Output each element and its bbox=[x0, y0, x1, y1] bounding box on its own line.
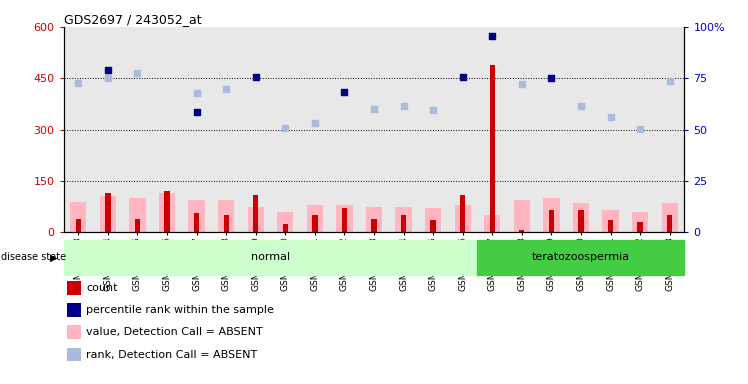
Text: normal: normal bbox=[251, 252, 290, 262]
Text: ▶: ▶ bbox=[50, 252, 58, 262]
Point bbox=[73, 79, 85, 86]
Bar bbox=[667, 215, 672, 232]
Bar bbox=[401, 215, 406, 232]
Point bbox=[427, 107, 439, 113]
Bar bbox=[578, 210, 583, 232]
Point bbox=[279, 125, 291, 131]
Point bbox=[132, 70, 144, 76]
Point bbox=[545, 74, 557, 81]
Bar bbox=[490, 65, 495, 232]
Point bbox=[457, 74, 469, 80]
Bar bbox=[549, 210, 554, 232]
Bar bbox=[99, 196, 116, 232]
Bar bbox=[425, 209, 441, 232]
Bar bbox=[300, 27, 330, 232]
Bar bbox=[307, 205, 323, 232]
Bar bbox=[135, 218, 140, 232]
Bar bbox=[278, 212, 293, 232]
Bar bbox=[396, 207, 411, 232]
Bar bbox=[283, 224, 288, 232]
Bar bbox=[625, 27, 654, 232]
Bar bbox=[253, 195, 258, 232]
Bar bbox=[632, 212, 649, 232]
Bar bbox=[337, 205, 352, 232]
Bar bbox=[105, 193, 111, 232]
Bar bbox=[519, 230, 524, 232]
Bar bbox=[94, 27, 123, 232]
Text: value, Detection Call = ABSENT: value, Detection Call = ABSENT bbox=[86, 328, 263, 338]
Text: percentile rank within the sample: percentile rank within the sample bbox=[86, 305, 274, 315]
Point bbox=[663, 78, 675, 84]
Bar bbox=[661, 203, 678, 232]
Bar bbox=[608, 220, 613, 232]
Bar bbox=[64, 27, 94, 232]
Bar bbox=[637, 222, 643, 232]
Bar bbox=[573, 203, 589, 232]
Bar bbox=[165, 191, 170, 232]
Bar bbox=[389, 27, 418, 232]
Bar bbox=[248, 207, 264, 232]
Bar bbox=[460, 195, 465, 232]
Bar bbox=[188, 200, 205, 232]
Point bbox=[516, 81, 528, 88]
Point bbox=[368, 106, 380, 112]
Bar bbox=[129, 198, 146, 232]
Bar bbox=[224, 215, 229, 232]
Bar bbox=[602, 210, 619, 232]
Point bbox=[102, 66, 114, 73]
Bar bbox=[654, 27, 684, 232]
Bar bbox=[153, 27, 182, 232]
Point bbox=[398, 103, 410, 109]
Bar bbox=[448, 27, 477, 232]
Bar bbox=[212, 27, 241, 232]
Text: GDS2697 / 243052_at: GDS2697 / 243052_at bbox=[64, 13, 201, 26]
Bar bbox=[484, 215, 500, 232]
Bar bbox=[543, 198, 560, 232]
Bar bbox=[359, 27, 389, 232]
Bar bbox=[507, 27, 536, 232]
Bar bbox=[312, 215, 318, 232]
Bar bbox=[159, 193, 175, 232]
Point bbox=[634, 126, 646, 132]
Point bbox=[309, 120, 321, 126]
Bar bbox=[342, 209, 347, 232]
Bar bbox=[241, 27, 271, 232]
Bar bbox=[514, 200, 530, 232]
Point bbox=[191, 109, 203, 116]
Point bbox=[575, 103, 587, 109]
Bar bbox=[182, 27, 212, 232]
Bar bbox=[477, 240, 684, 275]
Text: teratozoospermia: teratozoospermia bbox=[532, 252, 630, 262]
Point bbox=[250, 74, 262, 80]
Bar bbox=[371, 218, 377, 232]
Bar bbox=[536, 27, 566, 232]
Bar bbox=[330, 27, 359, 232]
Bar bbox=[70, 202, 87, 232]
Point bbox=[338, 89, 350, 95]
Point bbox=[486, 33, 498, 40]
Text: disease state: disease state bbox=[1, 252, 66, 262]
Point bbox=[102, 75, 114, 81]
Bar bbox=[271, 27, 300, 232]
Bar bbox=[64, 240, 477, 275]
Bar bbox=[418, 27, 448, 232]
Bar bbox=[430, 220, 436, 232]
Bar bbox=[194, 214, 199, 232]
Bar bbox=[566, 27, 595, 232]
Bar bbox=[366, 207, 382, 232]
Text: count: count bbox=[86, 283, 117, 293]
Bar bbox=[595, 27, 625, 232]
Text: rank, Detection Call = ABSENT: rank, Detection Call = ABSENT bbox=[86, 349, 257, 359]
Point bbox=[220, 86, 232, 92]
Bar bbox=[477, 27, 507, 232]
Point bbox=[191, 89, 203, 96]
Bar bbox=[218, 200, 234, 232]
Bar bbox=[76, 218, 81, 232]
Bar bbox=[455, 205, 470, 232]
Bar bbox=[123, 27, 153, 232]
Point bbox=[604, 114, 616, 120]
